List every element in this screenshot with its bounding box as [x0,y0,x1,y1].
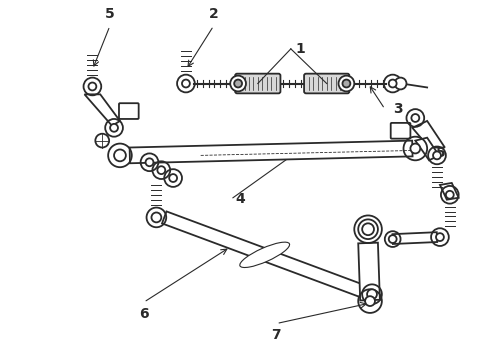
Polygon shape [162,211,370,299]
Text: 5: 5 [436,147,445,161]
Circle shape [157,166,165,174]
Text: 5: 5 [105,7,115,21]
Circle shape [394,78,407,89]
FancyBboxPatch shape [304,74,349,93]
Circle shape [446,191,454,199]
FancyBboxPatch shape [235,74,280,93]
Polygon shape [84,94,120,126]
FancyBboxPatch shape [391,123,411,139]
Polygon shape [392,232,437,244]
Circle shape [412,114,419,122]
Polygon shape [416,138,439,160]
Circle shape [389,235,396,243]
Text: 4: 4 [236,193,245,207]
Polygon shape [130,141,413,163]
Circle shape [436,233,444,241]
Circle shape [146,158,153,166]
Circle shape [343,80,350,87]
Circle shape [114,149,126,161]
Polygon shape [358,243,380,301]
FancyBboxPatch shape [119,103,139,119]
Polygon shape [440,183,459,200]
Polygon shape [413,121,445,148]
Text: 1: 1 [296,42,305,56]
Circle shape [362,223,374,235]
Circle shape [339,76,354,91]
Circle shape [367,289,377,299]
Circle shape [182,80,190,87]
Ellipse shape [240,242,290,267]
Text: 3: 3 [393,102,402,116]
Circle shape [411,144,420,153]
Text: 2: 2 [209,7,219,21]
Circle shape [169,174,177,182]
Circle shape [151,212,161,222]
Circle shape [365,296,375,306]
Circle shape [389,80,396,87]
Circle shape [110,124,118,132]
Circle shape [234,80,242,87]
Circle shape [230,76,246,91]
Circle shape [433,152,441,159]
Text: 7: 7 [271,328,281,342]
Text: 6: 6 [139,307,148,321]
Circle shape [89,82,97,90]
